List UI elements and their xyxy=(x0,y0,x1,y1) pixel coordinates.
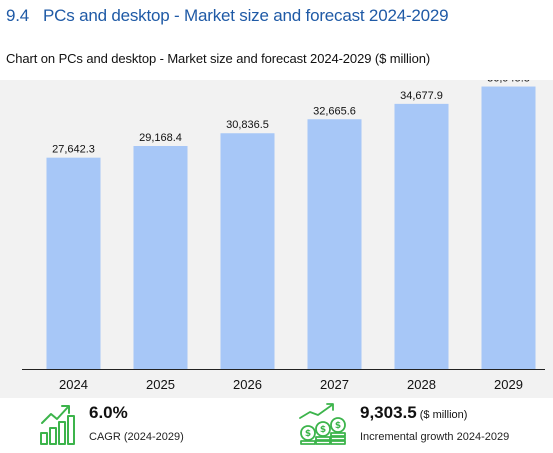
data-label-2024: 27,642.3 xyxy=(52,144,95,156)
svg-text:$: $ xyxy=(335,421,341,431)
bar-2026 xyxy=(220,133,275,369)
data-label-2025: 29,168.4 xyxy=(139,132,182,144)
incremental-growth-value: 9,303.5 ($ million) xyxy=(360,403,467,423)
section-heading: 9.4 PCs and desktop - Market size and for… xyxy=(6,6,449,26)
x-tick-label-2028: 2028 xyxy=(407,377,436,392)
svg-text:$: $ xyxy=(305,429,311,439)
section-number: 9.4 xyxy=(6,6,30,25)
x-tick-label-2029: 2029 xyxy=(494,377,523,392)
bar-2028 xyxy=(394,103,449,369)
data-label-2028: 34,677.9 xyxy=(400,90,443,102)
cagr-label: CAGR (2024-2029) xyxy=(89,431,184,443)
svg-text:$: $ xyxy=(320,425,326,435)
data-label-2026: 30,836.5 xyxy=(226,119,269,131)
data-label-2027: 32,665.6 xyxy=(313,105,356,117)
incremental-growth-unit: ($ million) xyxy=(419,409,468,421)
bar-chart: 27,642.3 2024 29,168.4 2025 30,836.5 2026 32,6… xyxy=(22,80,545,392)
incremental-growth-number: 9,303.5 xyxy=(360,403,417,422)
bar-2027 xyxy=(307,119,362,369)
section-title: PCs and desktop - Market size and foreca… xyxy=(43,6,449,25)
bar-2024 xyxy=(46,157,101,369)
x-tick-label-2026: 2026 xyxy=(233,377,262,392)
bar-2025 xyxy=(133,145,188,369)
money-growth-icon: $ $ $ xyxy=(299,403,346,445)
x-tick-label-2027: 2027 xyxy=(320,377,349,392)
stats-row: 6.0% CAGR (2024-2029) $ $ $ 9,303.5 ($ mi… xyxy=(0,398,553,453)
cagr-value: 6.0% xyxy=(89,403,128,422)
data-label-2029: 36,945.8 xyxy=(487,80,530,85)
bar-growth-icon xyxy=(40,405,75,445)
bar-2029 xyxy=(481,86,536,369)
incremental-growth-label: Incremental growth 2024-2029 xyxy=(360,431,510,443)
x-tick-label-2024: 2024 xyxy=(59,377,88,392)
x-tick-label-2025: 2025 xyxy=(146,377,175,392)
chart-title: Chart on PCs and desktop - Market size a… xyxy=(6,51,431,66)
